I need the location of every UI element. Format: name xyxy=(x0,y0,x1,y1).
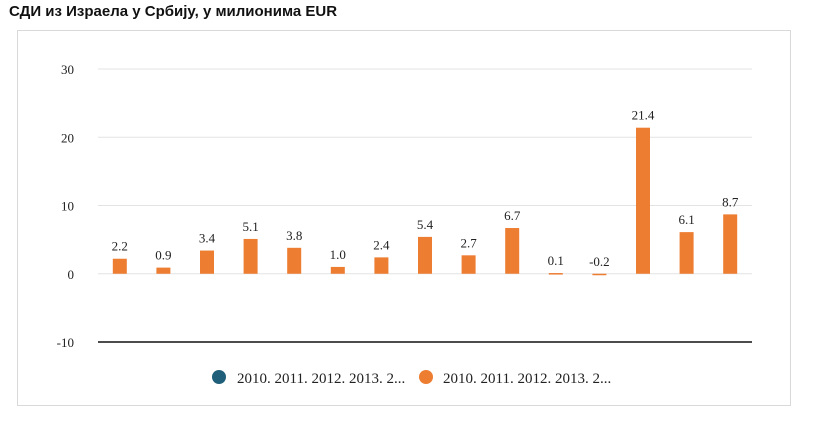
bar xyxy=(505,228,520,274)
bar xyxy=(112,258,127,274)
bar xyxy=(679,232,694,274)
bar xyxy=(418,236,432,274)
data-label: 6.7 xyxy=(504,208,521,223)
data-label: 3.4 xyxy=(199,231,216,246)
data-label: 1.0 xyxy=(330,247,346,262)
bar xyxy=(723,214,738,274)
data-label: 21.4 xyxy=(632,108,655,123)
y-axis-ticks: 30 20 10 0 -10 xyxy=(57,62,74,350)
bar-series xyxy=(112,127,738,276)
data-label: 0.1 xyxy=(548,253,564,268)
chart-title: СДИ из Израела у Србију, у милионима EUR xyxy=(9,3,338,20)
bar xyxy=(374,257,389,274)
y-tick-label: 0 xyxy=(68,267,75,282)
legend-label-series-2: 2010. 2011. 2012. 2013. 2... xyxy=(443,371,611,387)
data-label: 8.7 xyxy=(722,194,739,209)
legend-marker-series-2 xyxy=(419,370,433,384)
y-tick-label: 10 xyxy=(61,199,74,214)
data-label: 5.4 xyxy=(417,217,434,232)
data-label: 2.7 xyxy=(460,235,477,250)
bar xyxy=(200,250,214,274)
data-label: 6.1 xyxy=(678,212,694,227)
data-label: -0.2 xyxy=(589,254,610,269)
bar xyxy=(636,127,650,274)
bar xyxy=(592,273,607,276)
bar xyxy=(156,267,171,274)
data-label: 5.1 xyxy=(242,219,258,234)
bar xyxy=(287,247,302,274)
legend: 2010. 2011. 2012. 2013. 2... 2010. 2011.… xyxy=(212,370,611,387)
y-tick-label: 20 xyxy=(61,130,74,145)
chart-frame xyxy=(17,30,791,406)
bar xyxy=(243,238,258,274)
y-tick-label: -10 xyxy=(57,335,74,350)
legend-label-series-1: 2010. 2011. 2012. 2013. 2... xyxy=(237,371,405,387)
data-label: 2.4 xyxy=(373,237,390,252)
data-label: 0.9 xyxy=(155,248,171,263)
y-tick-label: 30 xyxy=(61,62,74,77)
bar xyxy=(330,266,345,274)
legend-marker-series-1 xyxy=(212,370,226,384)
bar xyxy=(461,255,476,274)
data-labels: 2.2 0.9 3.4 5.1 3.8 1.0 2.4 5.4 2.7 6.7 0.1 -0.2 21.… xyxy=(112,108,739,269)
data-label: 2.2 xyxy=(112,239,128,254)
data-label: 3.8 xyxy=(286,228,302,243)
bar xyxy=(548,273,563,275)
